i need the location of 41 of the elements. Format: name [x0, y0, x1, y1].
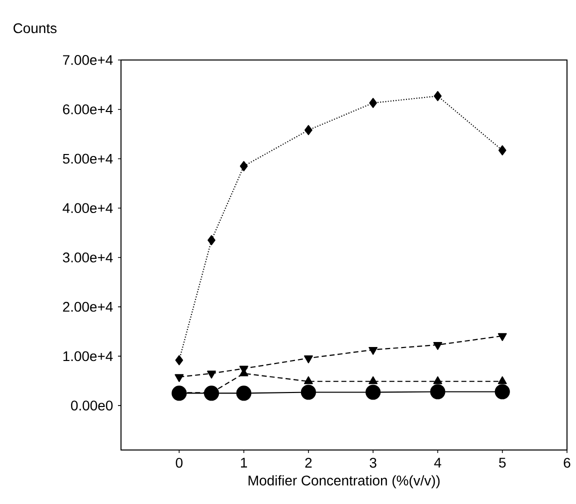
point [207, 370, 216, 379]
point [304, 355, 313, 364]
y-axis-title: Counts [14, 23, 57, 34]
y-tick-label: 4.00e+4 [62, 203, 113, 214]
point [368, 376, 378, 384]
point [304, 125, 312, 136]
point [300, 384, 316, 400]
point [204, 386, 220, 401]
point [433, 342, 442, 350]
point [174, 374, 184, 382]
x-tick-label: 0 [176, 458, 183, 468]
y-tick-label: 5.00e+4 [62, 154, 113, 164]
point [498, 376, 507, 384]
y-tick-label: 3.00e+4 [62, 252, 113, 262]
point [304, 376, 313, 384]
y-tick-label: 2.00e+4 [63, 302, 113, 312]
point [498, 145, 506, 156]
point [494, 384, 510, 400]
point [172, 386, 187, 401]
point [366, 384, 381, 400]
point [368, 346, 378, 355]
point [369, 98, 378, 108]
y-tick-label: 0.00e0 [71, 400, 113, 411]
y-tick-label: 7.00e+4 [63, 55, 113, 65]
point [208, 235, 216, 246]
y-tick-label: 6.00e+4 [63, 104, 113, 114]
point [498, 333, 507, 342]
x-tick-label: 3 [370, 458, 376, 468]
point [430, 384, 446, 400]
x-tick-label: 2 [305, 458, 312, 468]
point [240, 161, 248, 172]
x-axis-title: Modifier Concentration (%(v/v)) [248, 475, 440, 488]
point [236, 386, 252, 401]
point [175, 355, 184, 366]
x-tick-label: 5 [499, 458, 506, 468]
point [434, 90, 442, 102]
x-tick-label: 6 [564, 458, 570, 468]
x-tick-label: 1 [240, 458, 248, 468]
y-tick-label: 1.00e+4 [63, 351, 113, 362]
x-tick-label: 4 [434, 458, 442, 468]
point [433, 376, 442, 384]
